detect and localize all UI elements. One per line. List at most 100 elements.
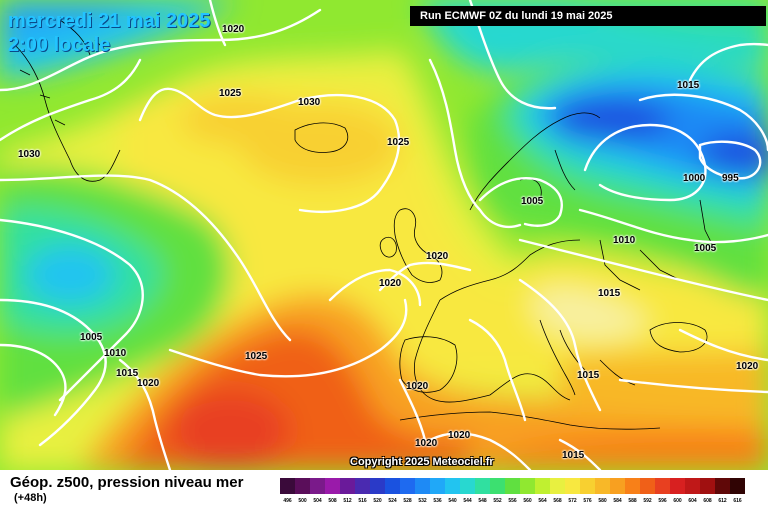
color-scale-swatch xyxy=(610,478,625,494)
geopotential-field xyxy=(0,0,768,470)
color-scale-label: 616 xyxy=(733,498,742,504)
color-scale-label: 496 xyxy=(283,498,292,504)
isobar-label: 1010 xyxy=(613,235,636,246)
isobar-label: 1030 xyxy=(298,97,321,108)
isobar-label: 1020 xyxy=(406,381,429,392)
isobar-label: 1010 xyxy=(104,348,127,359)
color-scale-swatch xyxy=(415,478,430,494)
color-scale-swatch xyxy=(385,478,400,494)
copyright: Copyright 2025 Meteociel.fr xyxy=(350,456,494,468)
color-scale-swatch xyxy=(280,478,295,494)
parameter-title: Géop. z500, pression niveau mer xyxy=(10,474,244,491)
isobar-label: 1005 xyxy=(521,196,544,207)
color-scale-label: 580 xyxy=(598,498,607,504)
forecast-time: 2:00 locale xyxy=(8,34,111,56)
run-info: Run ECMWF 0Z du lundi 19 mai 2025 xyxy=(410,6,766,26)
forecast-hours: (+48h) xyxy=(14,492,47,504)
color-scale-label: 604 xyxy=(688,498,697,504)
forecast-date: mercredi 21 mai 2025 xyxy=(8,10,211,32)
color-scale-label: 504 xyxy=(313,498,322,504)
color-scale-swatch xyxy=(700,478,715,494)
color-scale-swatch xyxy=(565,478,580,494)
color-scale-label: 596 xyxy=(658,498,667,504)
color-scale-label: 608 xyxy=(703,498,712,504)
color-scale-label: 568 xyxy=(553,498,562,504)
color-scale-label: 532 xyxy=(418,498,427,504)
isobar-label: 1020 xyxy=(137,378,160,389)
color-scale-label: 544 xyxy=(463,498,472,504)
color-scale-label: 548 xyxy=(478,498,487,504)
isobar-label: 1020 xyxy=(736,361,759,372)
color-scale-swatch xyxy=(310,478,325,494)
color-scale-swatch xyxy=(640,478,655,494)
isobar-label: 1015 xyxy=(677,80,700,91)
color-scale-swatch xyxy=(520,478,535,494)
color-scale-labels: 496 500 504 508 512 516 520 524 528 532 536 540 544 5… xyxy=(280,498,745,504)
color-scale-label: 560 xyxy=(523,498,532,504)
weather-map: mercredi 21 mai 2025 2:00 locale Run ECM… xyxy=(0,0,768,470)
color-scale-swatch xyxy=(595,478,610,494)
isobar-label: 995 xyxy=(722,173,739,184)
color-scale-swatch xyxy=(400,478,415,494)
color-scale-label: 524 xyxy=(388,498,397,504)
color-scale-label: 612 xyxy=(718,498,727,504)
color-scale-swatch xyxy=(580,478,595,494)
color-scale-label: 576 xyxy=(583,498,592,504)
color-scale-label: 536 xyxy=(433,498,442,504)
isobar-label: 1015 xyxy=(116,368,139,379)
color-scale-label: 588 xyxy=(628,498,637,504)
isobar-label: 1020 xyxy=(415,438,438,449)
color-scale-swatch xyxy=(625,478,640,494)
color-scale-label: 500 xyxy=(298,498,307,504)
color-scale-swatch xyxy=(430,478,445,494)
isobar-label: 1005 xyxy=(80,332,103,343)
color-scale-swatch xyxy=(325,478,340,494)
color-scale-swatch xyxy=(460,478,475,494)
color-scale-swatch xyxy=(685,478,700,494)
color-scale-label: 528 xyxy=(403,498,412,504)
color-scale-label: 556 xyxy=(508,498,517,504)
isobar-label: 1030 xyxy=(18,149,41,160)
color-scale-swatch xyxy=(445,478,460,494)
isobar-label: 1015 xyxy=(577,370,600,381)
color-scale-swatch xyxy=(655,478,670,494)
color-scale-label: 540 xyxy=(448,498,457,504)
color-scale-label: 600 xyxy=(673,498,682,504)
isobar-label: 1000 xyxy=(683,173,706,184)
color-scale xyxy=(280,478,745,494)
isobar-label: 1015 xyxy=(598,288,621,299)
color-scale-label: 516 xyxy=(358,498,367,504)
isobar-label: 1020 xyxy=(379,278,402,289)
color-scale-swatch xyxy=(505,478,520,494)
color-scale-label: 520 xyxy=(373,498,382,504)
color-scale-swatch xyxy=(370,478,385,494)
color-scale-swatch xyxy=(670,478,685,494)
isobar-label: 1025 xyxy=(219,88,242,99)
color-scale-swatch xyxy=(715,478,730,494)
isobar-label: 1020 xyxy=(448,430,471,441)
isobar-label: 1025 xyxy=(245,351,268,362)
color-scale-swatch xyxy=(535,478,550,494)
color-scale-label: 584 xyxy=(613,498,622,504)
isobar-label: 1005 xyxy=(694,243,717,254)
color-scale-label: 508 xyxy=(328,498,337,504)
color-scale-swatch xyxy=(550,478,565,494)
color-scale-label: 592 xyxy=(643,498,652,504)
color-scale-label: 572 xyxy=(568,498,577,504)
color-scale-swatch xyxy=(730,478,745,494)
isobar-label: 1020 xyxy=(426,251,449,262)
legend-footer: Géop. z500, pression niveau mer (+48h) 4… xyxy=(0,470,768,512)
coastlines xyxy=(14,19,716,430)
color-scale-swatch xyxy=(490,478,505,494)
color-scale-swatch xyxy=(355,478,370,494)
isobars xyxy=(0,0,768,470)
color-scale-swatch xyxy=(295,478,310,494)
isobar-label: 1015 xyxy=(562,450,585,461)
isobar-label: 1020 xyxy=(222,24,245,35)
color-scale-label: 512 xyxy=(343,498,352,504)
isobar-label: 1025 xyxy=(387,137,410,148)
color-scale-label: 552 xyxy=(493,498,502,504)
color-scale-label: 564 xyxy=(538,498,547,504)
color-scale-swatch xyxy=(340,478,355,494)
color-scale-swatch xyxy=(475,478,490,494)
